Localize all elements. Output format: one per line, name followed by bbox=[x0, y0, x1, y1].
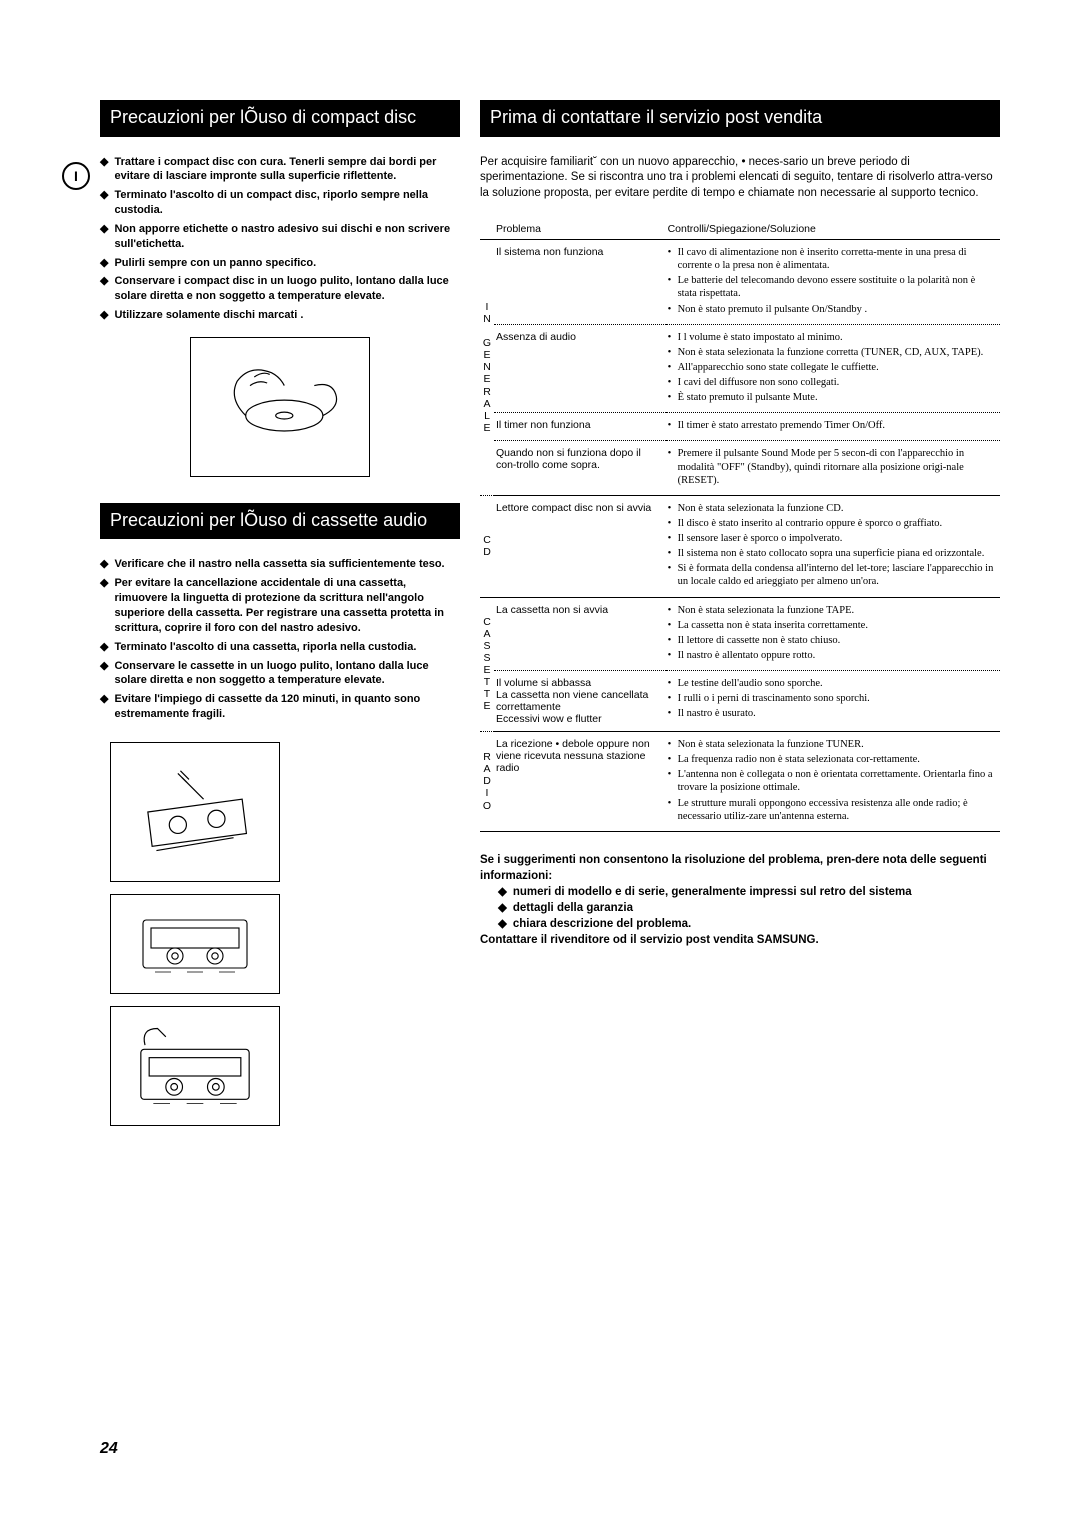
table-header-problem: Problema bbox=[494, 219, 666, 240]
cd-bullet: Non apporre etichette o nastro adesivo s… bbox=[114, 222, 460, 252]
problem-cell: Lettore compact disc non si avvia bbox=[494, 495, 666, 597]
problem-cell: Quando non si funziona dopo il con-troll… bbox=[494, 441, 666, 495]
cassette-bullet: Evitare l'impiego di cassette da 120 min… bbox=[114, 692, 460, 722]
footer-line: Contattare il rivenditore od il servizio… bbox=[480, 932, 1000, 948]
category-cd: CD bbox=[480, 495, 494, 597]
cd-handling-illustration bbox=[190, 337, 370, 477]
problem-cell: Il volume si abbassa La cassetta non vie… bbox=[494, 671, 666, 732]
cassette-illustration-1 bbox=[110, 742, 280, 882]
category-radio: RADIO bbox=[480, 732, 494, 832]
table-header-solution: Controlli/Spiegazione/Soluzione bbox=[666, 219, 1000, 240]
solution-cell: Non è stata selezionata la funzione TUNE… bbox=[666, 732, 1000, 832]
footer-notes: Se i suggerimenti non consentono la riso… bbox=[480, 852, 1000, 949]
section-header-cassette: Precauzioni per lÕuso di cassette audio bbox=[100, 503, 460, 540]
cassette-illustration-2 bbox=[110, 894, 280, 994]
cassette-bullet: Per evitare la cancellazione accidentale… bbox=[114, 576, 460, 635]
solution-cell: Il timer è stato arrestato premendo Time… bbox=[666, 413, 1000, 441]
cd-bullet: Conservare i compact disc in un luogo pu… bbox=[114, 274, 460, 304]
footer-bullet: numeri di modello e di serie, generalmen… bbox=[513, 884, 912, 900]
cassette-bullet: Verificare che il nastro nella cassetta … bbox=[114, 557, 444, 572]
solution-cell: Le testine dell'audio sono sporche.I rul… bbox=[666, 671, 1000, 732]
problem-cell: La cassetta non si avvia bbox=[494, 597, 666, 671]
solution-cell: I l volume è stato impostato al minimo.N… bbox=[666, 324, 1000, 413]
footer-line: Se i suggerimenti non consentono la riso… bbox=[480, 852, 1000, 884]
cassette-illustration-3 bbox=[110, 1006, 280, 1126]
section-header-service: Prima di contattare il servizio post ven… bbox=[480, 100, 1000, 137]
page-content: Precauzioni per lÕuso di compact disc ◆T… bbox=[100, 100, 1000, 1132]
problem-cell: Il timer non funziona bbox=[494, 413, 666, 441]
cd-bullet: Pulirli sempre con un panno specifico. bbox=[114, 256, 316, 271]
cd-bullets: ◆Trattare i compact disc con cura. Tener… bbox=[100, 155, 460, 323]
cassette-illustrations bbox=[110, 736, 460, 1132]
cassette-bullet: Conservare le cassette in un luogo pulit… bbox=[114, 659, 460, 689]
solution-cell: Non è stata selezionata la funzione TAPE… bbox=[666, 597, 1000, 671]
troubleshooting-table: Problema Controlli/Spiegazione/Soluzione… bbox=[480, 219, 1000, 832]
cd-bullet: Terminato l'ascolto di un compact disc, … bbox=[114, 188, 460, 218]
section-header-cd: Precauzioni per lÕuso di compact disc bbox=[100, 100, 460, 137]
problem-cell: Il sistema non funziona bbox=[494, 240, 666, 325]
language-badge: I bbox=[62, 162, 90, 190]
category-cassette: CASSETTE bbox=[480, 597, 494, 732]
cd-bullet: Utilizzare solamente dischi marcati . bbox=[114, 308, 303, 323]
service-intro: Per acquisire familiarit˘ con un nuovo a… bbox=[480, 155, 1000, 202]
page-number: 24 bbox=[100, 1440, 118, 1458]
category-generale: IN GENERALE bbox=[480, 240, 494, 496]
problem-cell: La ricezione • debole oppure non viene r… bbox=[494, 732, 666, 832]
cd-bullet: Trattare i compact disc con cura. Tenerl… bbox=[114, 155, 460, 185]
footer-bullet: dettagli della garanzia bbox=[513, 900, 633, 916]
solution-cell: Il cavo di alimentazione non è inserito … bbox=[666, 240, 1000, 325]
right-column: Prima di contattare il servizio post ven… bbox=[480, 100, 1000, 1132]
solution-cell: Premere il pulsante Sound Mode per 5 sec… bbox=[666, 441, 1000, 495]
cassette-bullet: Terminato l'ascolto di una cassetta, rip… bbox=[114, 640, 416, 655]
problem-cell: Assenza di audio bbox=[494, 324, 666, 413]
solution-cell: Non è stata selezionata la funzione CD.I… bbox=[666, 495, 1000, 597]
left-column: Precauzioni per lÕuso di compact disc ◆T… bbox=[100, 100, 460, 1132]
footer-bullet: chiara descrizione del problema. bbox=[513, 916, 691, 932]
cassette-bullets: ◆Verificare che il nastro nella cassetta… bbox=[100, 557, 460, 721]
